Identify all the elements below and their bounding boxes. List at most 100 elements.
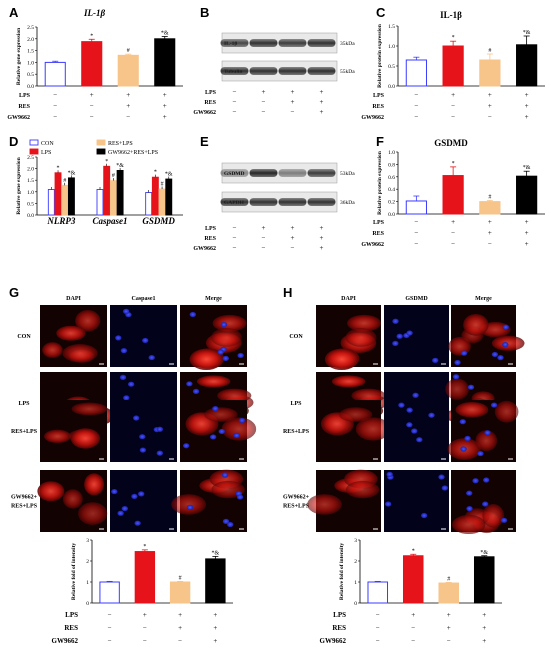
condition-sign: +	[178, 624, 182, 632]
nucleus	[500, 517, 508, 523]
condition-sign: −	[108, 611, 112, 619]
condition-sign: +	[291, 234, 295, 242]
cell	[494, 400, 519, 423]
y-tick-label: 0.8	[388, 162, 395, 168]
micrograph-grid-g: DAPI Caspase1 Merge CON LPS RES+LPS GW9662+ RES…	[11, 296, 257, 532]
legend-d: CON LPS RES+LPS GW9662+RES+LPS	[29, 139, 158, 156]
condition-sign: +	[178, 611, 182, 619]
bar	[165, 178, 173, 216]
chart-a: 0.0 0.5 1.0 1.5 2.0 2.5 Relative gene expressi…	[16, 25, 183, 90]
bar	[145, 192, 153, 216]
significance-mark: *&	[480, 550, 488, 556]
significance-mark: *	[105, 159, 108, 165]
group-label: GSDMD	[142, 216, 175, 226]
cell	[78, 502, 108, 526]
nucleus	[482, 501, 489, 507]
cell	[475, 430, 498, 452]
nucleus	[222, 355, 229, 361]
band	[249, 198, 278, 206]
chart-d: 0.0 0.5 1.0 1.5 2.0 2.5 Relative gene expressi…	[16, 155, 183, 226]
condition-sign: −	[108, 637, 112, 645]
cell	[345, 328, 377, 347]
significance-mark: *&	[161, 30, 169, 36]
significance-mark: *	[452, 35, 455, 41]
condition-sign: +	[525, 218, 529, 226]
condition-sign: +	[320, 108, 324, 116]
nucleus	[127, 381, 135, 387]
micrograph-tile	[110, 400, 177, 462]
significance-mark: *&	[523, 165, 531, 171]
row-label: RES+LPS	[283, 429, 310, 435]
condition-label: GW9662	[193, 110, 216, 116]
cell	[355, 417, 391, 441]
condition-sign: +	[320, 234, 324, 242]
bar	[109, 180, 117, 216]
bar	[516, 175, 538, 215]
row-label: GW9662+	[11, 495, 38, 501]
panel-a-letter: A	[9, 5, 19, 20]
band-size: 53kDa	[340, 171, 355, 177]
row-label: RES+LPS	[11, 429, 38, 435]
condition-label: LPS	[333, 611, 346, 619]
condition-sign: +	[525, 91, 529, 99]
condition-sign: −	[108, 624, 112, 632]
cell	[221, 417, 257, 441]
nucleus	[406, 330, 413, 336]
y-tick-label: 2	[354, 559, 357, 565]
condition-sign: −	[414, 102, 418, 110]
y-tick-label: 0.0	[27, 84, 34, 90]
condition-sign: +	[525, 240, 529, 248]
condition-sign: +	[488, 229, 492, 237]
band	[278, 169, 307, 177]
nucleus	[452, 374, 460, 380]
panel-f-title: GSDMD	[434, 138, 468, 148]
cell	[75, 309, 101, 332]
condition-sign: −	[262, 98, 266, 106]
panel-e-letter: E	[200, 134, 209, 149]
y-tick-label: 1.5	[27, 178, 34, 184]
significance-mark: #	[63, 178, 66, 184]
significance-mark: #	[447, 576, 450, 582]
nucleus	[236, 494, 244, 500]
cell	[351, 388, 386, 403]
band	[220, 169, 249, 177]
group-label: NLRP3	[46, 216, 75, 226]
column-header: GSDMD	[405, 296, 428, 302]
condition-sign: −	[451, 240, 455, 248]
condition-sign: +	[163, 113, 167, 121]
condition-sign: −	[414, 218, 418, 226]
bar	[61, 184, 69, 216]
bar	[116, 170, 124, 216]
condition-sign: +	[482, 637, 486, 645]
bar	[99, 581, 120, 604]
condition-label: RES	[332, 624, 346, 632]
panel-b-letter: B	[200, 5, 209, 20]
condition-sign: −	[411, 624, 415, 632]
nucleus	[502, 341, 509, 348]
chart-f: 0.0 0.2 0.4 0.6 0.8 1.0 Relative protein expre…	[377, 150, 545, 218]
column-header: Merge	[475, 296, 492, 302]
cell	[324, 348, 359, 371]
nucleus	[148, 354, 155, 361]
condition-sign: −	[291, 244, 295, 252]
column-header: Caspase1	[131, 296, 155, 302]
condition-sign: +	[525, 113, 529, 121]
condition-sign: +	[320, 98, 324, 106]
nucleus	[406, 422, 413, 428]
legend-swatch	[29, 148, 39, 155]
condition-sign: −	[233, 88, 237, 96]
condition-sign: −	[233, 224, 237, 232]
y-axis-label: Relative protein expression	[377, 151, 383, 215]
condition-label: GW9662	[361, 242, 384, 248]
nucleus	[192, 388, 200, 394]
column-header: DAPI	[66, 296, 81, 302]
y-tick-label: 1.0	[27, 60, 34, 66]
nucleus	[233, 432, 240, 438]
y-tick-label: 3	[354, 538, 357, 544]
condition-sign: −	[143, 624, 147, 632]
nucleus	[428, 412, 435, 418]
panel-g-letter: G	[9, 285, 19, 300]
y-axis-label: Relative protein expression	[377, 24, 383, 88]
bar	[154, 38, 176, 87]
band	[307, 198, 336, 206]
